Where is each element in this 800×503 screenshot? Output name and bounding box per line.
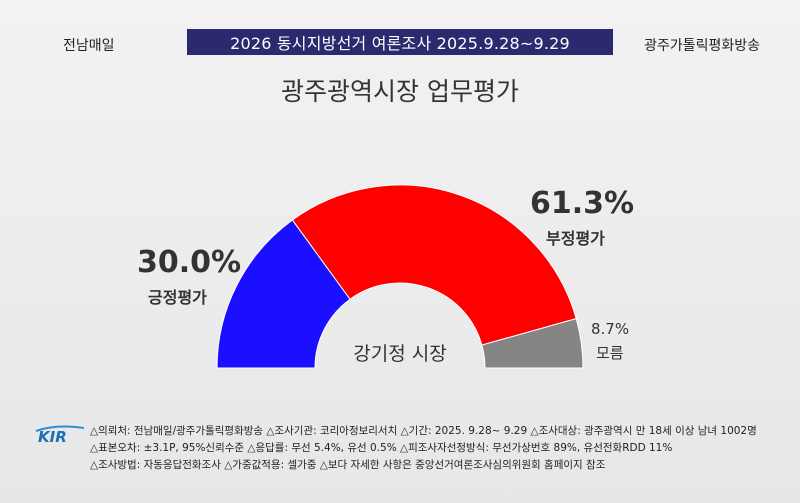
footnote-line: △의뢰처: 전남매일/광주가톨릭평화방송 △조사기관: 코리아정보리서치 △기간… bbox=[90, 425, 757, 437]
footnote-line: △조사방법: 자동응답전화조사 △가중값적용: 셀가중 △보다 자세한 사항은 … bbox=[90, 459, 606, 471]
positive-percent: 30.0% bbox=[137, 245, 242, 280]
unknown-percent: 8.7% bbox=[591, 320, 630, 338]
slice-negative bbox=[291, 184, 577, 346]
unknown-label: 모름 bbox=[596, 344, 624, 362]
svg-text:KIR: KIR bbox=[38, 428, 67, 445]
newspaper-name: 전남매일 bbox=[63, 38, 115, 54]
positive-label: 긍정평가 bbox=[148, 288, 207, 307]
slice-positive bbox=[216, 219, 351, 369]
kir-logo-icon: KIR bbox=[35, 425, 85, 445]
footnote-line: △표본오차: ±3.1P, 95%신뢰수준 △응답률: 무선 5.4%, 유선 … bbox=[90, 442, 673, 454]
survey-banner: 2026 동시지방선거 여론조사 2025.9.28~9.29 bbox=[187, 29, 613, 55]
center-label: 강기정 시장 bbox=[353, 343, 446, 365]
broadcaster-name: 광주가톨릭평화방송 bbox=[644, 38, 760, 54]
survey-methodology: △의뢰처: 전남매일/광주가톨릭평화방송 △조사기관: 코리아정보리서치 △기간… bbox=[90, 423, 757, 474]
negative-label: 부정평가 bbox=[546, 229, 605, 248]
slice-unknown bbox=[481, 317, 584, 369]
negative-percent: 61.3% bbox=[530, 186, 635, 221]
chart-title: 광주광역시장 업무평가 bbox=[281, 77, 519, 106]
